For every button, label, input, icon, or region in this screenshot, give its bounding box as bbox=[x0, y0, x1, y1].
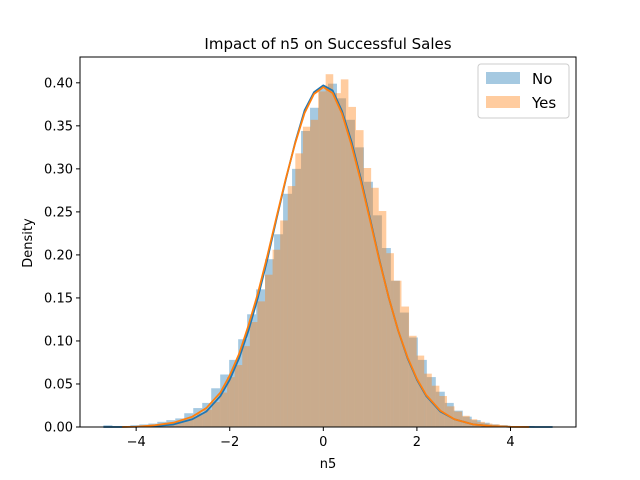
hist-bar bbox=[274, 234, 284, 427]
hist-bar bbox=[393, 280, 402, 427]
hist-bar bbox=[469, 419, 478, 427]
y-tick-label: 0.15 bbox=[44, 291, 73, 306]
hist-bar bbox=[408, 337, 418, 427]
hist-bar bbox=[256, 289, 266, 427]
y-tick-label: 0.10 bbox=[44, 334, 73, 349]
y-tick-label: 0.25 bbox=[44, 205, 73, 220]
hist-bar bbox=[220, 374, 230, 427]
hist-bar bbox=[399, 312, 409, 427]
hist-bar bbox=[204, 409, 212, 427]
hist-bar bbox=[462, 416, 472, 427]
histogram-no bbox=[103, 83, 535, 428]
hist-bar bbox=[417, 359, 427, 427]
hist-bar bbox=[363, 181, 373, 427]
plot-area bbox=[103, 74, 553, 428]
hist-bar bbox=[211, 402, 220, 427]
hist-bar bbox=[265, 274, 273, 427]
y-tick-label: 0.05 bbox=[44, 377, 73, 392]
legend-swatch-yes bbox=[486, 96, 520, 108]
hist-bar bbox=[371, 187, 379, 427]
hist-bar bbox=[424, 373, 432, 427]
hist-bar bbox=[401, 306, 410, 427]
hist-bar bbox=[336, 98, 346, 428]
y-tick-label: 0.40 bbox=[44, 76, 73, 91]
hist-bar bbox=[211, 388, 221, 427]
hist-bar bbox=[234, 365, 243, 427]
hist-bar bbox=[227, 377, 235, 427]
hist-bar bbox=[328, 83, 337, 428]
hist-bar bbox=[453, 410, 463, 427]
legend-swatch-no bbox=[486, 72, 520, 84]
hist-bar bbox=[238, 339, 248, 427]
hist-bar bbox=[265, 259, 275, 427]
hist-bar bbox=[174, 421, 182, 427]
hist-bar bbox=[189, 416, 197, 427]
hist-bar bbox=[247, 314, 257, 427]
hist-bar bbox=[444, 402, 454, 427]
x-tick-label: −2 bbox=[220, 435, 239, 450]
hist-bar bbox=[409, 335, 417, 427]
hist-bar bbox=[272, 249, 281, 427]
hist-bar bbox=[295, 153, 303, 427]
hist-bar bbox=[333, 93, 341, 427]
hist-bar bbox=[202, 402, 212, 427]
hist-bar bbox=[257, 301, 266, 427]
y-tick-label: 0.20 bbox=[44, 248, 73, 263]
hist-bar bbox=[454, 411, 463, 427]
hist-bar bbox=[318, 91, 326, 428]
hist-bar bbox=[462, 415, 470, 427]
hist-bar bbox=[219, 392, 228, 427]
hist-bar bbox=[319, 88, 328, 427]
hist-bar bbox=[416, 355, 425, 427]
y-axis-label: Density bbox=[21, 218, 36, 268]
hist-bar bbox=[386, 253, 394, 427]
x-axis-label: n5 bbox=[320, 457, 337, 472]
hist-bar bbox=[301, 131, 311, 427]
hist-bar bbox=[381, 248, 391, 427]
legend-label-no: No bbox=[532, 70, 552, 88]
hist-bar bbox=[193, 408, 203, 427]
x-tick-label: 2 bbox=[413, 435, 421, 450]
hist-bar bbox=[354, 147, 364, 427]
x-tick-label: −4 bbox=[127, 435, 146, 450]
hist-bar bbox=[372, 215, 382, 427]
y-axis: 0.00 0.05 0.10 0.15 0.20 0.25 0.30 0.35 0.40 bbox=[44, 76, 80, 436]
hist-bar bbox=[181, 419, 190, 427]
legend-label-yes: Yes bbox=[531, 94, 556, 112]
x-tick-label: 4 bbox=[506, 435, 514, 450]
hist-bar bbox=[280, 220, 288, 427]
hist-bar bbox=[292, 168, 302, 428]
kde-line-yes bbox=[122, 86, 530, 428]
hist-bar bbox=[249, 322, 258, 427]
hist-bar bbox=[325, 74, 334, 428]
y-tick-label: 0.00 bbox=[44, 421, 73, 436]
axes-frame bbox=[79, 56, 577, 428]
legend: No Yes bbox=[477, 63, 570, 119]
hist-bar bbox=[390, 280, 400, 427]
hist-bar bbox=[287, 186, 296, 427]
hist-bar bbox=[363, 168, 372, 427]
hist-bar bbox=[348, 106, 356, 427]
x-axis: −4 −2 0 2 4 bbox=[127, 427, 515, 450]
histogram-yes bbox=[136, 74, 531, 428]
hist-bar bbox=[310, 119, 319, 427]
hist-bar bbox=[302, 126, 311, 427]
y-tick-label: 0.30 bbox=[44, 162, 73, 177]
hist-bar bbox=[345, 119, 355, 427]
hist-bar bbox=[242, 346, 250, 427]
chart-title: Impact of n5 on Successful Sales bbox=[204, 35, 451, 53]
x-tick-label: 0 bbox=[319, 435, 327, 450]
hist-bar bbox=[229, 359, 239, 427]
hist-bar bbox=[340, 79, 349, 428]
legend-frame bbox=[477, 63, 570, 119]
hist-bar bbox=[378, 211, 387, 427]
hist-bar bbox=[471, 420, 481, 427]
hist-bar bbox=[283, 193, 293, 427]
y-tick-label: 0.35 bbox=[44, 119, 73, 134]
hist-bar bbox=[310, 107, 320, 428]
hist-bar bbox=[355, 130, 364, 427]
hist-bar bbox=[196, 413, 205, 427]
